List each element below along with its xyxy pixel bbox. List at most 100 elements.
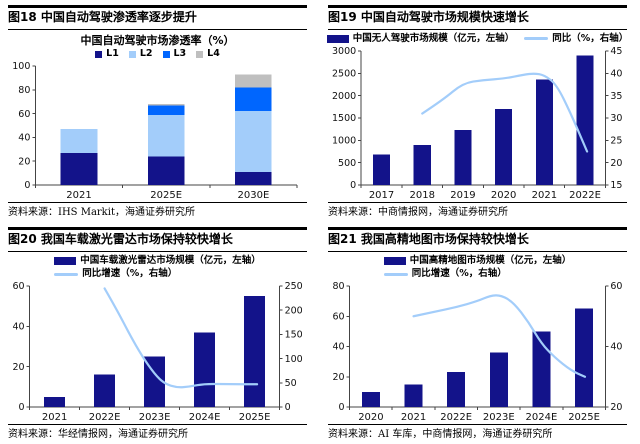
bar bbox=[495, 109, 513, 186]
chart-canvas: 0 20 40 60 0 50 100 150 200 250 2021 2022E 2023E 2024… bbox=[13, 282, 303, 424]
svg-text:15: 15 bbox=[610, 180, 622, 191]
chart-canvas: 0 20 40 60 80 20 40 60 2020 2021 2022E 2023E 2024E 20… bbox=[333, 282, 623, 424]
svg-text:80: 80 bbox=[18, 85, 30, 96]
svg-text:2500: 2500 bbox=[332, 69, 356, 80]
legend-label: L2 bbox=[139, 47, 153, 59]
growth-line bbox=[421, 72, 589, 153]
legend-label: 中国无人驾驶市场规模（亿元，左轴） bbox=[352, 32, 515, 44]
svg-text:250: 250 bbox=[285, 282, 303, 293]
svg-text:35: 35 bbox=[610, 91, 622, 102]
svg-text:40: 40 bbox=[610, 69, 622, 80]
x-axis-label: 2021 bbox=[401, 412, 426, 423]
x-axis-label: 2021 bbox=[42, 412, 67, 423]
bar-swatch-icon bbox=[162, 50, 170, 58]
svg-text:200: 200 bbox=[285, 306, 303, 317]
figure-18-source: 资料来源：IHS Markit，海通证券研究所 bbox=[8, 202, 307, 220]
figure-21-plot: 0 20 40 60 80 20 40 60 2020 2021 2022E 2023E 2024E 20… bbox=[328, 280, 627, 424]
legend-item: 同比（%，右轴） bbox=[524, 33, 628, 45]
bar bbox=[532, 331, 551, 408]
svg-text:500: 500 bbox=[338, 158, 356, 169]
legend-item: L3 bbox=[162, 47, 187, 60]
figure-20-chart-area: 中国车载激光雷达市场规模（亿元，左轴） 同比增速（%，右轴） 0 20 40 60 0 50 1… bbox=[8, 252, 307, 424]
svg-text:0: 0 bbox=[285, 403, 291, 414]
bar bbox=[373, 154, 391, 186]
legend-item: 中国无人驾驶市场规模（亿元，左轴） bbox=[326, 32, 515, 45]
x-axis-label: 2025E bbox=[239, 412, 271, 423]
chart-legend: L1 L2 L3 L4 bbox=[8, 48, 307, 60]
bar-swatch-icon bbox=[326, 34, 349, 43]
svg-text:40: 40 bbox=[18, 133, 30, 144]
line-swatch-icon bbox=[54, 272, 79, 276]
bar bbox=[535, 79, 553, 186]
legend-label: 同比（%，右轴） bbox=[552, 32, 629, 44]
figure-20-plot: 0 20 40 60 0 50 100 150 200 250 2021 2022E 2023E 2024… bbox=[8, 280, 307, 424]
svg-text:20: 20 bbox=[610, 158, 622, 169]
svg-text:45: 45 bbox=[610, 46, 622, 57]
svg-text:80: 80 bbox=[333, 282, 345, 293]
legend-label: 中国高精地图市场规模（亿元，左轴） bbox=[409, 254, 572, 266]
x-axis-label: 2025E bbox=[568, 412, 600, 423]
x-axis-label: 2020 bbox=[491, 190, 516, 201]
svg-text:20: 20 bbox=[610, 403, 622, 414]
chart-title: 中国自动驾驶市场渗透率（%） bbox=[80, 33, 235, 47]
x-axis-label: 2021 bbox=[532, 190, 557, 201]
bar-segment-L3 bbox=[147, 105, 185, 116]
figure-18-plot: 0 20 40 60 80 100 2021 2025E 2030E bbox=[8, 60, 307, 202]
svg-text:3000: 3000 bbox=[332, 46, 356, 57]
figure-21-source: 资料来源：AI 车库，中商情报网，海通证券研究所 bbox=[328, 424, 627, 442]
x-axis-label: 2023E bbox=[139, 412, 171, 423]
figure-20-title: 图20 我国车载激光雷达市场保持较快增长 bbox=[8, 227, 307, 252]
growth-line bbox=[412, 294, 587, 379]
figure-18-title: 图18 中国自动驾驶渗透率逐步提升 bbox=[8, 5, 307, 30]
svg-text:40: 40 bbox=[610, 342, 622, 353]
chart-canvas: 0 500 1000 1500 2000 2500 3000 15 20 25 30 35 40 45 20… bbox=[332, 46, 622, 201]
svg-text:0: 0 bbox=[19, 403, 25, 414]
bar-segment-L1 bbox=[235, 172, 272, 186]
svg-text:50: 50 bbox=[285, 378, 297, 389]
bar-segment-L2 bbox=[147, 115, 185, 157]
chart-legend: 中国无人驾驶市场规模（亿元，左轴） 同比（%，右轴） bbox=[326, 32, 628, 45]
bar bbox=[361, 392, 380, 408]
line-swatch-icon bbox=[383, 272, 408, 276]
legend-item: L2 bbox=[128, 47, 153, 60]
chart-canvas: 0 20 40 60 80 100 2021 2025E 2030E bbox=[12, 62, 298, 201]
svg-text:30: 30 bbox=[610, 113, 622, 124]
bar-swatch-icon bbox=[196, 50, 204, 58]
svg-text:60: 60 bbox=[333, 312, 345, 323]
bar-segment-L1 bbox=[60, 153, 98, 186]
x-axis-label: 2024E bbox=[526, 412, 558, 423]
line-swatch-icon bbox=[524, 37, 549, 41]
svg-text:40: 40 bbox=[333, 342, 345, 353]
svg-text:20: 20 bbox=[13, 362, 25, 373]
svg-text:1000: 1000 bbox=[332, 136, 356, 147]
legend-item: 中国高精地图市场规模（亿元，左轴） bbox=[383, 254, 572, 267]
bar-segment-L2 bbox=[235, 111, 272, 173]
figure-19-chart-area: 中国无人驾驶市场规模（亿元，左轴） 同比（%，右轴） 0 500 1000 1500 200… bbox=[326, 30, 628, 202]
legend-label: 中国车载激光雷达市场规模（亿元，左轴） bbox=[80, 254, 261, 266]
bar bbox=[489, 353, 508, 408]
x-axis-label: 2020 bbox=[358, 412, 383, 423]
x-axis-label: 2024E bbox=[189, 412, 221, 423]
svg-text:60: 60 bbox=[610, 282, 622, 293]
legend-label: 同比增速（%，右轴） bbox=[82, 268, 178, 280]
bar-segment-L3 bbox=[235, 87, 272, 112]
bar bbox=[404, 384, 423, 408]
bar-swatch-icon bbox=[383, 256, 406, 265]
svg-text:20: 20 bbox=[18, 157, 30, 168]
x-axis-label: 2017 bbox=[369, 190, 394, 201]
svg-text:100: 100 bbox=[12, 62, 30, 73]
figure-20-source: 资料来源：华经情报网，海通证券研究所 bbox=[8, 424, 307, 442]
x-axis-label: 2022E bbox=[89, 412, 121, 423]
bar-segment-L1 bbox=[147, 156, 185, 186]
legend-label: L3 bbox=[173, 47, 187, 59]
bar bbox=[413, 145, 431, 186]
bar-segment-L2 bbox=[60, 129, 98, 154]
bar bbox=[144, 357, 166, 408]
bar bbox=[94, 375, 116, 408]
svg-text:0: 0 bbox=[24, 181, 30, 192]
chart-legend: 中国高精地图市场规模（亿元，左轴） 同比增速（%，右轴） bbox=[383, 254, 572, 281]
figure-panel-20: 图20 我国车载激光雷达市场保持较快增长 中国车载激光雷达市场规模（亿元，左轴）… bbox=[0, 222, 320, 444]
legend-label: L4 bbox=[207, 47, 220, 59]
legend-label: 同比增速（%，右轴） bbox=[411, 268, 507, 280]
